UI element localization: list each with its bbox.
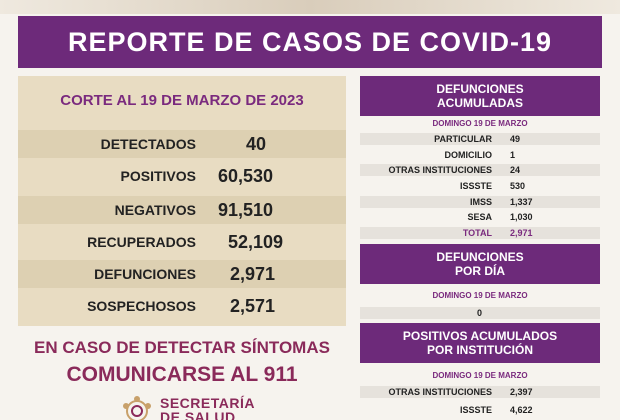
stat-value: 52,109 xyxy=(228,231,284,252)
row-value: 1 xyxy=(510,150,516,160)
deaths-cumulative-header: DEFUNCIONES ACUMULADAS xyxy=(360,76,600,116)
positives-row-issste: ISSSTE 4,622 xyxy=(360,404,600,416)
stat-row-defunciones: DEFUNCIONES 2,971 xyxy=(18,260,346,288)
row-value: 1,030 xyxy=(510,212,533,222)
deaths-daily-header: DEFUNCIONES POR DÍA xyxy=(360,244,600,284)
stat-label: NEGATIVOS xyxy=(114,202,196,218)
stat-value: 91,510 xyxy=(218,199,274,220)
stat-label: SOSPECHOSOS xyxy=(87,298,196,314)
stat-label: POSITIVOS xyxy=(120,168,196,184)
header-line1: POSITIVOS ACUMULADOS xyxy=(402,329,558,343)
deaths-daily-date: DOMINGO 19 DE MARZO xyxy=(432,291,528,300)
row-label: OTRAS INSTITUCIONES xyxy=(388,165,492,175)
row-label: PARTICULAR xyxy=(434,134,492,144)
header-line2: POR INSTITUCIÓN xyxy=(426,343,533,357)
row-value: 49 xyxy=(510,134,521,144)
row-value: 530 xyxy=(510,181,526,191)
deaths-cumulative-date: DOMINGO 19 DE MARZO xyxy=(432,119,528,128)
stat-value: 40 xyxy=(246,133,267,154)
deaths-row-issste: ISSSTE 530 xyxy=(360,180,600,192)
health-secretary-logo-text: SECRETARÍA DE SALUD xyxy=(160,396,255,420)
health-secretary-emblem-icon xyxy=(123,396,151,420)
stat-row-detectados: DETECTADOS 40 xyxy=(18,130,346,158)
symptom-alert-line1: EN CASO DE DETECTAR SÍNTOMAS xyxy=(34,338,330,357)
stat-row-recuperados: RECUPERADOS 52,109 xyxy=(18,228,346,256)
stat-value: 2,571 xyxy=(230,295,276,316)
row-value: 24 xyxy=(510,165,521,175)
summary-panel: CORTE AL 19 DE MARZO DE 2023 DETECTADOS … xyxy=(18,76,346,326)
row-value: 1,337 xyxy=(510,197,533,207)
header-line2: POR DÍA xyxy=(454,264,505,278)
deaths-row-sesa: SESA 1,030 xyxy=(360,211,600,223)
row-value: 2,397 xyxy=(510,387,533,397)
positives-by-institution-date: DOMINGO 19 DE MARZO xyxy=(432,371,528,380)
row-value: 2,971 xyxy=(510,228,533,238)
stat-row-positivos: POSITIVOS 60,530 xyxy=(18,162,346,190)
logo-line1: SECRETARÍA xyxy=(160,395,255,411)
stat-row-negativos: NEGATIVOS 91,510 xyxy=(18,196,346,224)
row-label: DOMICILIO xyxy=(444,150,493,160)
stat-value: 60,530 xyxy=(218,165,274,186)
row-label: TOTAL xyxy=(462,228,492,238)
stat-value: 2,971 xyxy=(230,263,276,284)
stat-label: DETECTADOS xyxy=(100,136,196,152)
report-title: REPORTE DE CASOS DE COVID-19 xyxy=(18,16,602,68)
logo-line2: DE SALUD xyxy=(160,409,236,420)
positives-row-otras: OTRAS INSTITUCIONES 2,397 xyxy=(360,386,600,398)
deaths-row-otras: OTRAS INSTITUCIONES 24 xyxy=(360,164,600,176)
cutoff-date: CORTE AL 19 DE MARZO DE 2023 xyxy=(60,91,304,109)
header-line2: ACUMULADAS xyxy=(437,96,523,110)
row-label: ISSSTE xyxy=(459,405,492,415)
row-label: OTRAS INSTITUCIONES xyxy=(388,387,492,397)
row-label: ISSSTE xyxy=(459,181,492,191)
row-value: 0 xyxy=(477,308,483,318)
symptom-alert-line2: COMUNICARSE AL 911 xyxy=(66,363,298,386)
deaths-daily-row: 0 xyxy=(360,307,600,319)
row-label: IMSS xyxy=(469,197,492,207)
header-line1: DEFUNCIONES xyxy=(436,82,524,96)
positives-by-institution-header: POSITIVOS ACUMULADOS POR INSTITUCIÓN xyxy=(360,323,600,363)
deaths-row-total: TOTAL 2,971 xyxy=(360,227,600,239)
row-value: 4,622 xyxy=(510,405,533,415)
row-label: SESA xyxy=(467,212,492,222)
header-line1: DEFUNCIONES xyxy=(436,250,524,264)
deaths-row-imss: IMSS 1,337 xyxy=(360,196,600,208)
stat-row-sospechosos: SOSPECHOSOS 2,571 xyxy=(18,292,346,320)
deaths-row-domicilio: DOMICILIO 1 xyxy=(360,149,600,161)
deaths-row-particular: PARTICULAR 49 xyxy=(360,133,600,145)
stat-label: RECUPERADOS xyxy=(87,234,196,250)
stat-label: DEFUNCIONES xyxy=(94,266,196,282)
top-decorative-band xyxy=(0,0,620,14)
